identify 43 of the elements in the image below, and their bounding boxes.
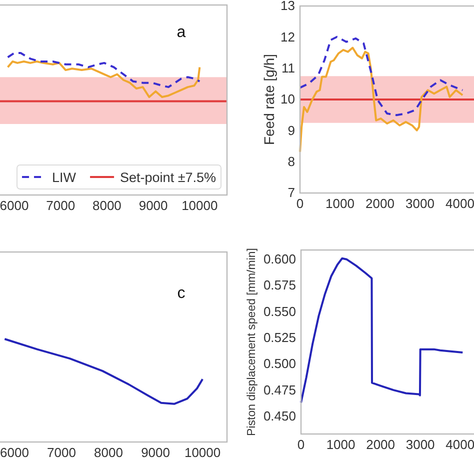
x-tick-label: 8000 <box>94 445 123 460</box>
x-tick-label: 9000 <box>138 198 168 214</box>
y-axis-title: Piston displacement speed [mm/min] <box>246 248 258 436</box>
x-tick-label: 1000 <box>326 196 354 212</box>
text: a <box>176 24 186 41</box>
y-tick-label: 11 <box>282 60 295 76</box>
x-tick-label: 0 <box>297 437 305 452</box>
legend-label: LIW <box>52 170 76 185</box>
x-tick-label: 6000 <box>0 198 29 214</box>
x-tick-label: 10000 <box>184 445 221 460</box>
legend-label: Set-point ±7.5% <box>120 170 216 185</box>
y-tick-label: 7 <box>288 185 295 200</box>
x-tick-label: 0 <box>296 196 304 212</box>
x-tick-label: 7000 <box>47 445 76 460</box>
x-tick-label: 3000 <box>406 437 435 452</box>
x-tick-label: 8000 <box>92 198 122 214</box>
x-tick-label: 4000 <box>446 196 474 212</box>
y-tick-label: 13 <box>280 0 295 14</box>
x-tick-label: 7000 <box>46 198 76 214</box>
y-tick-label: 0.575 <box>263 278 296 293</box>
line-series <box>299 36 464 116</box>
line-series <box>300 257 464 404</box>
x-tick-label: 3000 <box>406 196 434 212</box>
x-tick-label: 9000 <box>141 445 170 460</box>
y-tick-label: 0.550 <box>263 304 296 319</box>
line-series <box>299 46 464 153</box>
x-tick-label: 2000 <box>366 196 394 212</box>
y-axis-title: Feed rate [g/h] <box>261 54 277 146</box>
y-tick-label: 8 <box>288 154 295 169</box>
y-tick-label: 0.450 <box>263 408 296 424</box>
y-tick-label: 12 <box>280 29 295 44</box>
y-tick-label: 10 <box>280 92 295 107</box>
x-tick-label: 10000 <box>182 198 218 214</box>
y-tick-label: 0.475 <box>263 382 296 398</box>
x-tick-label: 6000 <box>0 445 29 460</box>
y-tick-label: 0.500 <box>263 356 296 372</box>
x-tick-label: 4000 <box>446 437 474 452</box>
y-tick-label: 9 <box>288 122 295 138</box>
y-tick-label: 0.600 <box>263 252 296 267</box>
x-tick-label: 1000 <box>326 437 356 452</box>
y-tick-label: 0.525 <box>263 330 296 345</box>
x-tick-label: 2000 <box>366 437 396 452</box>
text: c <box>177 285 186 302</box>
